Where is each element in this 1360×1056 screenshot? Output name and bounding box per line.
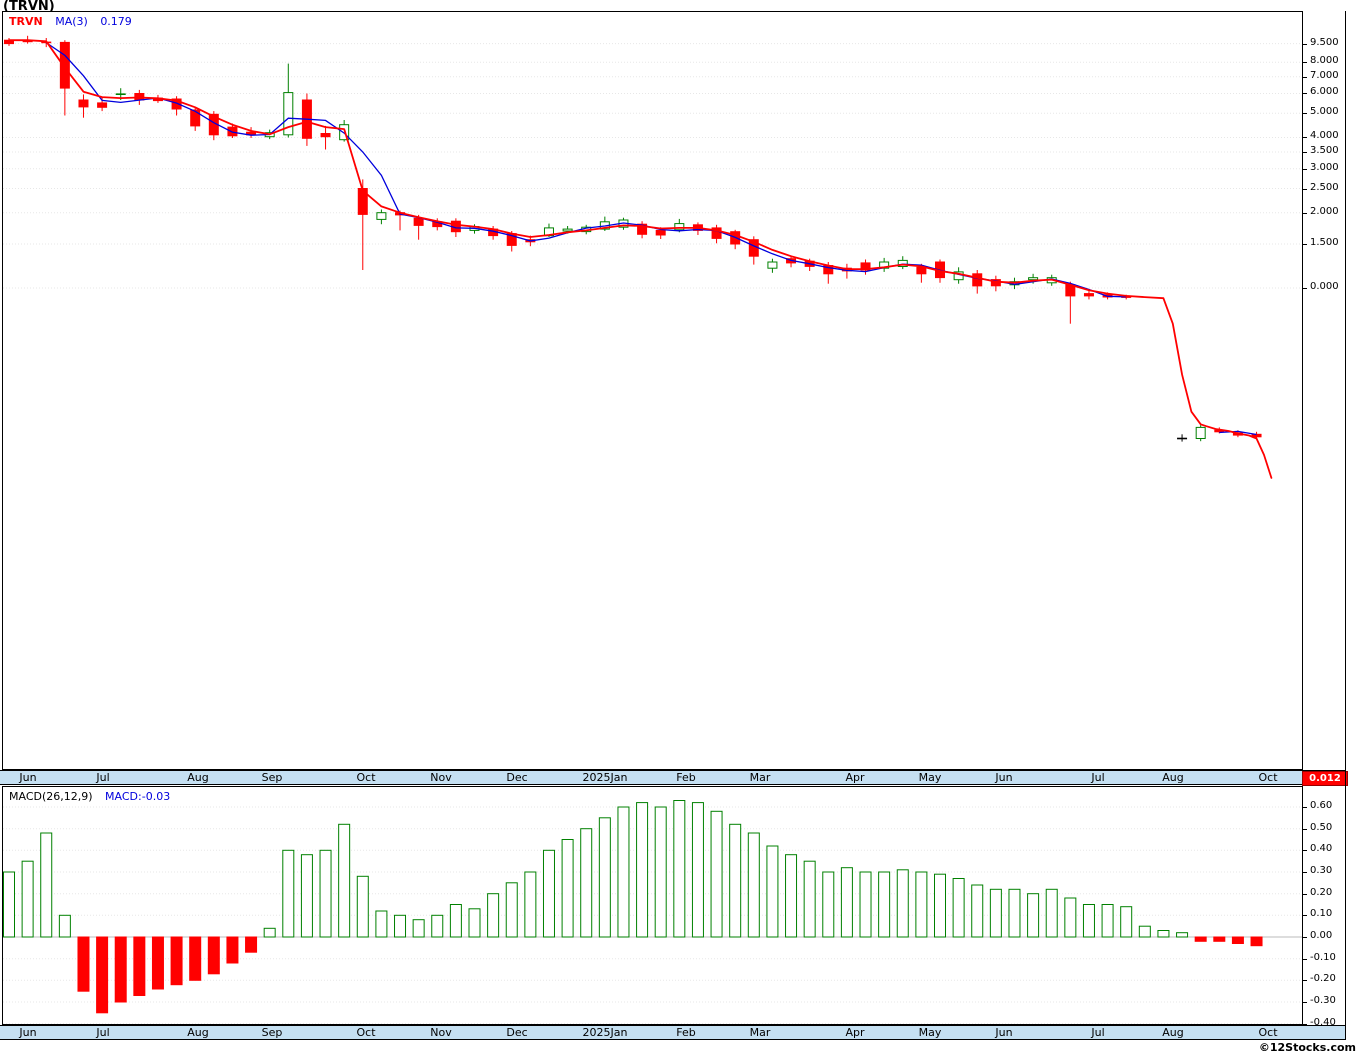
axis-tick-label: -0.40	[1303, 1017, 1336, 1031]
axis-tick-label: 7.000	[1303, 70, 1339, 84]
month-label: Aug	[187, 771, 209, 784]
month-label: May	[918, 1026, 942, 1039]
month-label: Jul	[96, 1026, 110, 1039]
month-label: Dec	[506, 771, 528, 784]
month-label: Sep	[261, 1026, 283, 1039]
copyright-text: ©12Stocks.com	[1258, 1041, 1356, 1054]
month-label: May	[918, 771, 942, 784]
month-label: Aug	[1162, 1026, 1184, 1039]
axis-tick-label: -0.10	[1303, 952, 1336, 966]
macd-chart-panel: MACD(26,12,9) MACD:-0.03	[2, 786, 1303, 1025]
month-label: Oct	[1258, 771, 1278, 784]
month-label: Apr	[845, 771, 865, 784]
price-month-axis: Jun Jul Aug Sep Oct Nov Dec 2025Jan Feb Mar Apr May…	[0, 770, 1348, 786]
axis-tick-label: 5.000	[1303, 106, 1339, 120]
right-frame-line	[1345, 11, 1346, 1040]
month-label: Apr	[845, 1026, 865, 1039]
month-label: Jun	[19, 771, 37, 784]
axis-tick-label: 0.30	[1303, 865, 1332, 879]
axis-tick-label: 0.60	[1303, 800, 1332, 814]
price-chart-panel: TRVN MA(3) 0.179	[2, 11, 1303, 770]
axis-tick-label: 0.00	[1303, 930, 1332, 944]
month-label: 2025Jan	[582, 1026, 628, 1039]
month-label: Oct	[1258, 1026, 1278, 1039]
month-label: Jul	[1091, 1026, 1105, 1039]
axis-tick-label: 2.000	[1303, 206, 1339, 220]
axis-tick-label: 4.000	[1303, 130, 1339, 144]
axis-tick-label: 2.500	[1303, 182, 1339, 196]
macd-y-axis: 0.60 0.50 0.40 0.30 0.20 0.10 0.00 -0.10 -0.20 -0…	[1303, 0, 1360, 1056]
axis-tick-label: 1.500	[1303, 237, 1339, 251]
axis-tick-label: 3.500	[1303, 145, 1339, 159]
axis-tick-label: 0.20	[1303, 887, 1332, 901]
axis-tick-label: -0.20	[1303, 973, 1336, 987]
month-label: Aug	[187, 1026, 209, 1039]
month-label: Jul	[1091, 771, 1105, 784]
price-y-axis: 9.500 8.000 7.000 6.000 5.000 4.000 3.500 3.000…	[1303, 0, 1360, 1056]
axis-tick-label: 8.000	[1303, 55, 1339, 69]
macd-month-axis: Jun Jul Aug Sep Oct Nov Dec 2025Jan Feb Mar Apr May…	[0, 1025, 1346, 1040]
last-price-badge: 0.012	[1302, 771, 1348, 786]
macd-legend: MACD(26,12,9) MACD:-0.03	[9, 790, 170, 803]
axis-tick-label: 0.000	[1303, 281, 1339, 295]
month-label: Dec	[506, 1026, 528, 1039]
axis-tick-label: 9.500	[1303, 37, 1339, 51]
month-label: Mar	[749, 1026, 771, 1039]
month-label: Sep	[261, 771, 283, 784]
month-label: Jun	[995, 1026, 1013, 1039]
month-label: Jun	[19, 1026, 37, 1039]
axis-tick-label: 3.000	[1303, 162, 1339, 176]
month-label: Aug	[1162, 771, 1184, 784]
macd-name: MACD(26,12,9)	[9, 790, 93, 803]
price-legend: TRVN MA(3) 0.179	[9, 15, 132, 28]
axis-tick-label: -0.30	[1303, 995, 1336, 1009]
macd-value: MACD:-0.03	[105, 790, 171, 803]
page-title: (TRVN)	[3, 0, 55, 14]
axis-tick-label: 0.40	[1303, 843, 1332, 857]
month-label: Jul	[96, 771, 110, 784]
month-label: Oct	[356, 771, 376, 784]
month-label: Mar	[749, 771, 771, 784]
month-label: Jun	[995, 771, 1013, 784]
month-label: Nov	[430, 1026, 452, 1039]
month-label: Nov	[430, 771, 452, 784]
symbol-label: TRVN	[9, 15, 43, 28]
ma-label: MA(3)	[55, 15, 88, 28]
axis-tick-label: 0.10	[1303, 908, 1332, 922]
macd-histogram-chart	[3, 800, 1302, 1024]
month-label: Feb	[676, 771, 696, 784]
candlestick-chart	[3, 35, 1302, 479]
month-label: Feb	[676, 1026, 696, 1039]
month-label: Oct	[356, 1026, 376, 1039]
month-label: 2025Jan	[582, 771, 628, 784]
axis-tick-label: 0.50	[1303, 822, 1332, 836]
axis-tick-label: 6.000	[1303, 86, 1339, 100]
ma-value: 0.179	[100, 15, 132, 28]
